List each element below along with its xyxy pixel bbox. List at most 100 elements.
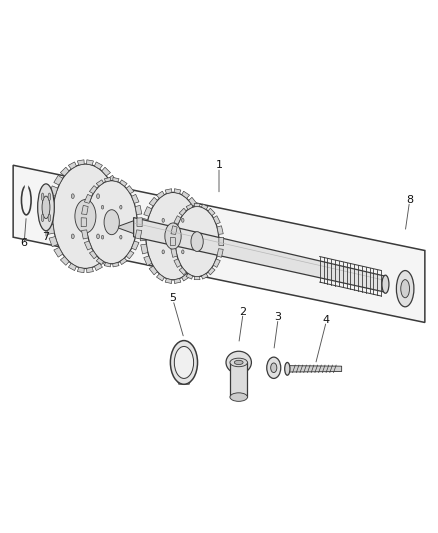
- Ellipse shape: [285, 362, 290, 375]
- Ellipse shape: [162, 219, 164, 222]
- Polygon shape: [89, 185, 97, 193]
- Polygon shape: [131, 195, 139, 203]
- Polygon shape: [113, 177, 119, 182]
- Polygon shape: [96, 180, 103, 187]
- Polygon shape: [174, 372, 194, 384]
- Polygon shape: [165, 279, 172, 284]
- Ellipse shape: [71, 234, 74, 239]
- Polygon shape: [117, 224, 124, 235]
- Polygon shape: [140, 231, 146, 241]
- Text: 8: 8: [406, 195, 413, 205]
- Polygon shape: [120, 180, 127, 187]
- Ellipse shape: [53, 164, 118, 269]
- Polygon shape: [78, 160, 84, 165]
- Polygon shape: [174, 259, 181, 268]
- Polygon shape: [54, 247, 63, 257]
- Polygon shape: [120, 258, 127, 264]
- Polygon shape: [116, 221, 134, 233]
- Ellipse shape: [401, 280, 410, 298]
- Polygon shape: [126, 185, 134, 193]
- Polygon shape: [89, 251, 97, 259]
- Polygon shape: [49, 186, 58, 196]
- Polygon shape: [131, 241, 139, 250]
- Polygon shape: [179, 208, 186, 215]
- Polygon shape: [95, 162, 102, 169]
- Polygon shape: [113, 237, 122, 247]
- Polygon shape: [60, 256, 69, 265]
- Polygon shape: [137, 218, 142, 227]
- Polygon shape: [219, 237, 224, 246]
- Polygon shape: [113, 186, 122, 196]
- Polygon shape: [113, 263, 119, 267]
- Ellipse shape: [234, 360, 243, 365]
- Polygon shape: [171, 249, 177, 257]
- Ellipse shape: [41, 193, 44, 200]
- Ellipse shape: [182, 250, 184, 254]
- Polygon shape: [81, 218, 86, 227]
- Polygon shape: [54, 175, 63, 185]
- Polygon shape: [104, 177, 111, 182]
- Polygon shape: [81, 230, 88, 239]
- Polygon shape: [141, 218, 148, 228]
- Text: 1: 1: [215, 160, 223, 170]
- Polygon shape: [156, 191, 164, 198]
- Ellipse shape: [182, 219, 184, 222]
- Polygon shape: [135, 230, 142, 239]
- Polygon shape: [182, 191, 190, 198]
- Polygon shape: [104, 263, 111, 267]
- Text: 7: 7: [42, 232, 49, 242]
- Polygon shape: [194, 204, 200, 207]
- Ellipse shape: [101, 205, 104, 209]
- Polygon shape: [46, 224, 54, 235]
- Polygon shape: [200, 231, 206, 241]
- Ellipse shape: [191, 232, 203, 252]
- Polygon shape: [149, 197, 157, 206]
- Polygon shape: [96, 258, 103, 264]
- Ellipse shape: [230, 393, 247, 401]
- Polygon shape: [288, 366, 342, 372]
- Polygon shape: [108, 175, 117, 185]
- Polygon shape: [198, 244, 205, 254]
- Ellipse shape: [42, 196, 50, 219]
- Ellipse shape: [230, 358, 247, 367]
- Polygon shape: [198, 218, 205, 228]
- Polygon shape: [117, 198, 124, 208]
- Polygon shape: [134, 217, 385, 292]
- Polygon shape: [144, 207, 152, 216]
- Ellipse shape: [48, 214, 51, 222]
- Polygon shape: [46, 212, 53, 221]
- Polygon shape: [179, 268, 186, 275]
- Polygon shape: [174, 189, 181, 193]
- Ellipse shape: [96, 234, 99, 239]
- Ellipse shape: [96, 194, 99, 198]
- Polygon shape: [201, 273, 208, 279]
- Text: 3: 3: [275, 312, 282, 322]
- Polygon shape: [13, 165, 425, 322]
- Polygon shape: [170, 237, 175, 246]
- Polygon shape: [189, 197, 197, 206]
- Polygon shape: [174, 279, 181, 284]
- Polygon shape: [201, 204, 208, 209]
- Polygon shape: [189, 266, 197, 275]
- Polygon shape: [135, 205, 142, 214]
- Polygon shape: [102, 256, 110, 265]
- Ellipse shape: [271, 363, 277, 373]
- Text: 2: 2: [240, 307, 247, 317]
- Ellipse shape: [396, 271, 414, 307]
- Ellipse shape: [101, 236, 104, 239]
- Ellipse shape: [48, 193, 51, 200]
- Polygon shape: [118, 212, 125, 221]
- Polygon shape: [78, 268, 84, 273]
- Ellipse shape: [170, 341, 198, 384]
- Ellipse shape: [146, 192, 200, 280]
- Polygon shape: [68, 162, 76, 169]
- Ellipse shape: [120, 205, 122, 209]
- Ellipse shape: [165, 223, 181, 249]
- Polygon shape: [81, 205, 88, 214]
- Polygon shape: [126, 251, 134, 259]
- Polygon shape: [171, 226, 177, 235]
- Polygon shape: [85, 241, 92, 250]
- Polygon shape: [230, 362, 247, 397]
- Ellipse shape: [267, 357, 281, 378]
- Polygon shape: [217, 249, 223, 257]
